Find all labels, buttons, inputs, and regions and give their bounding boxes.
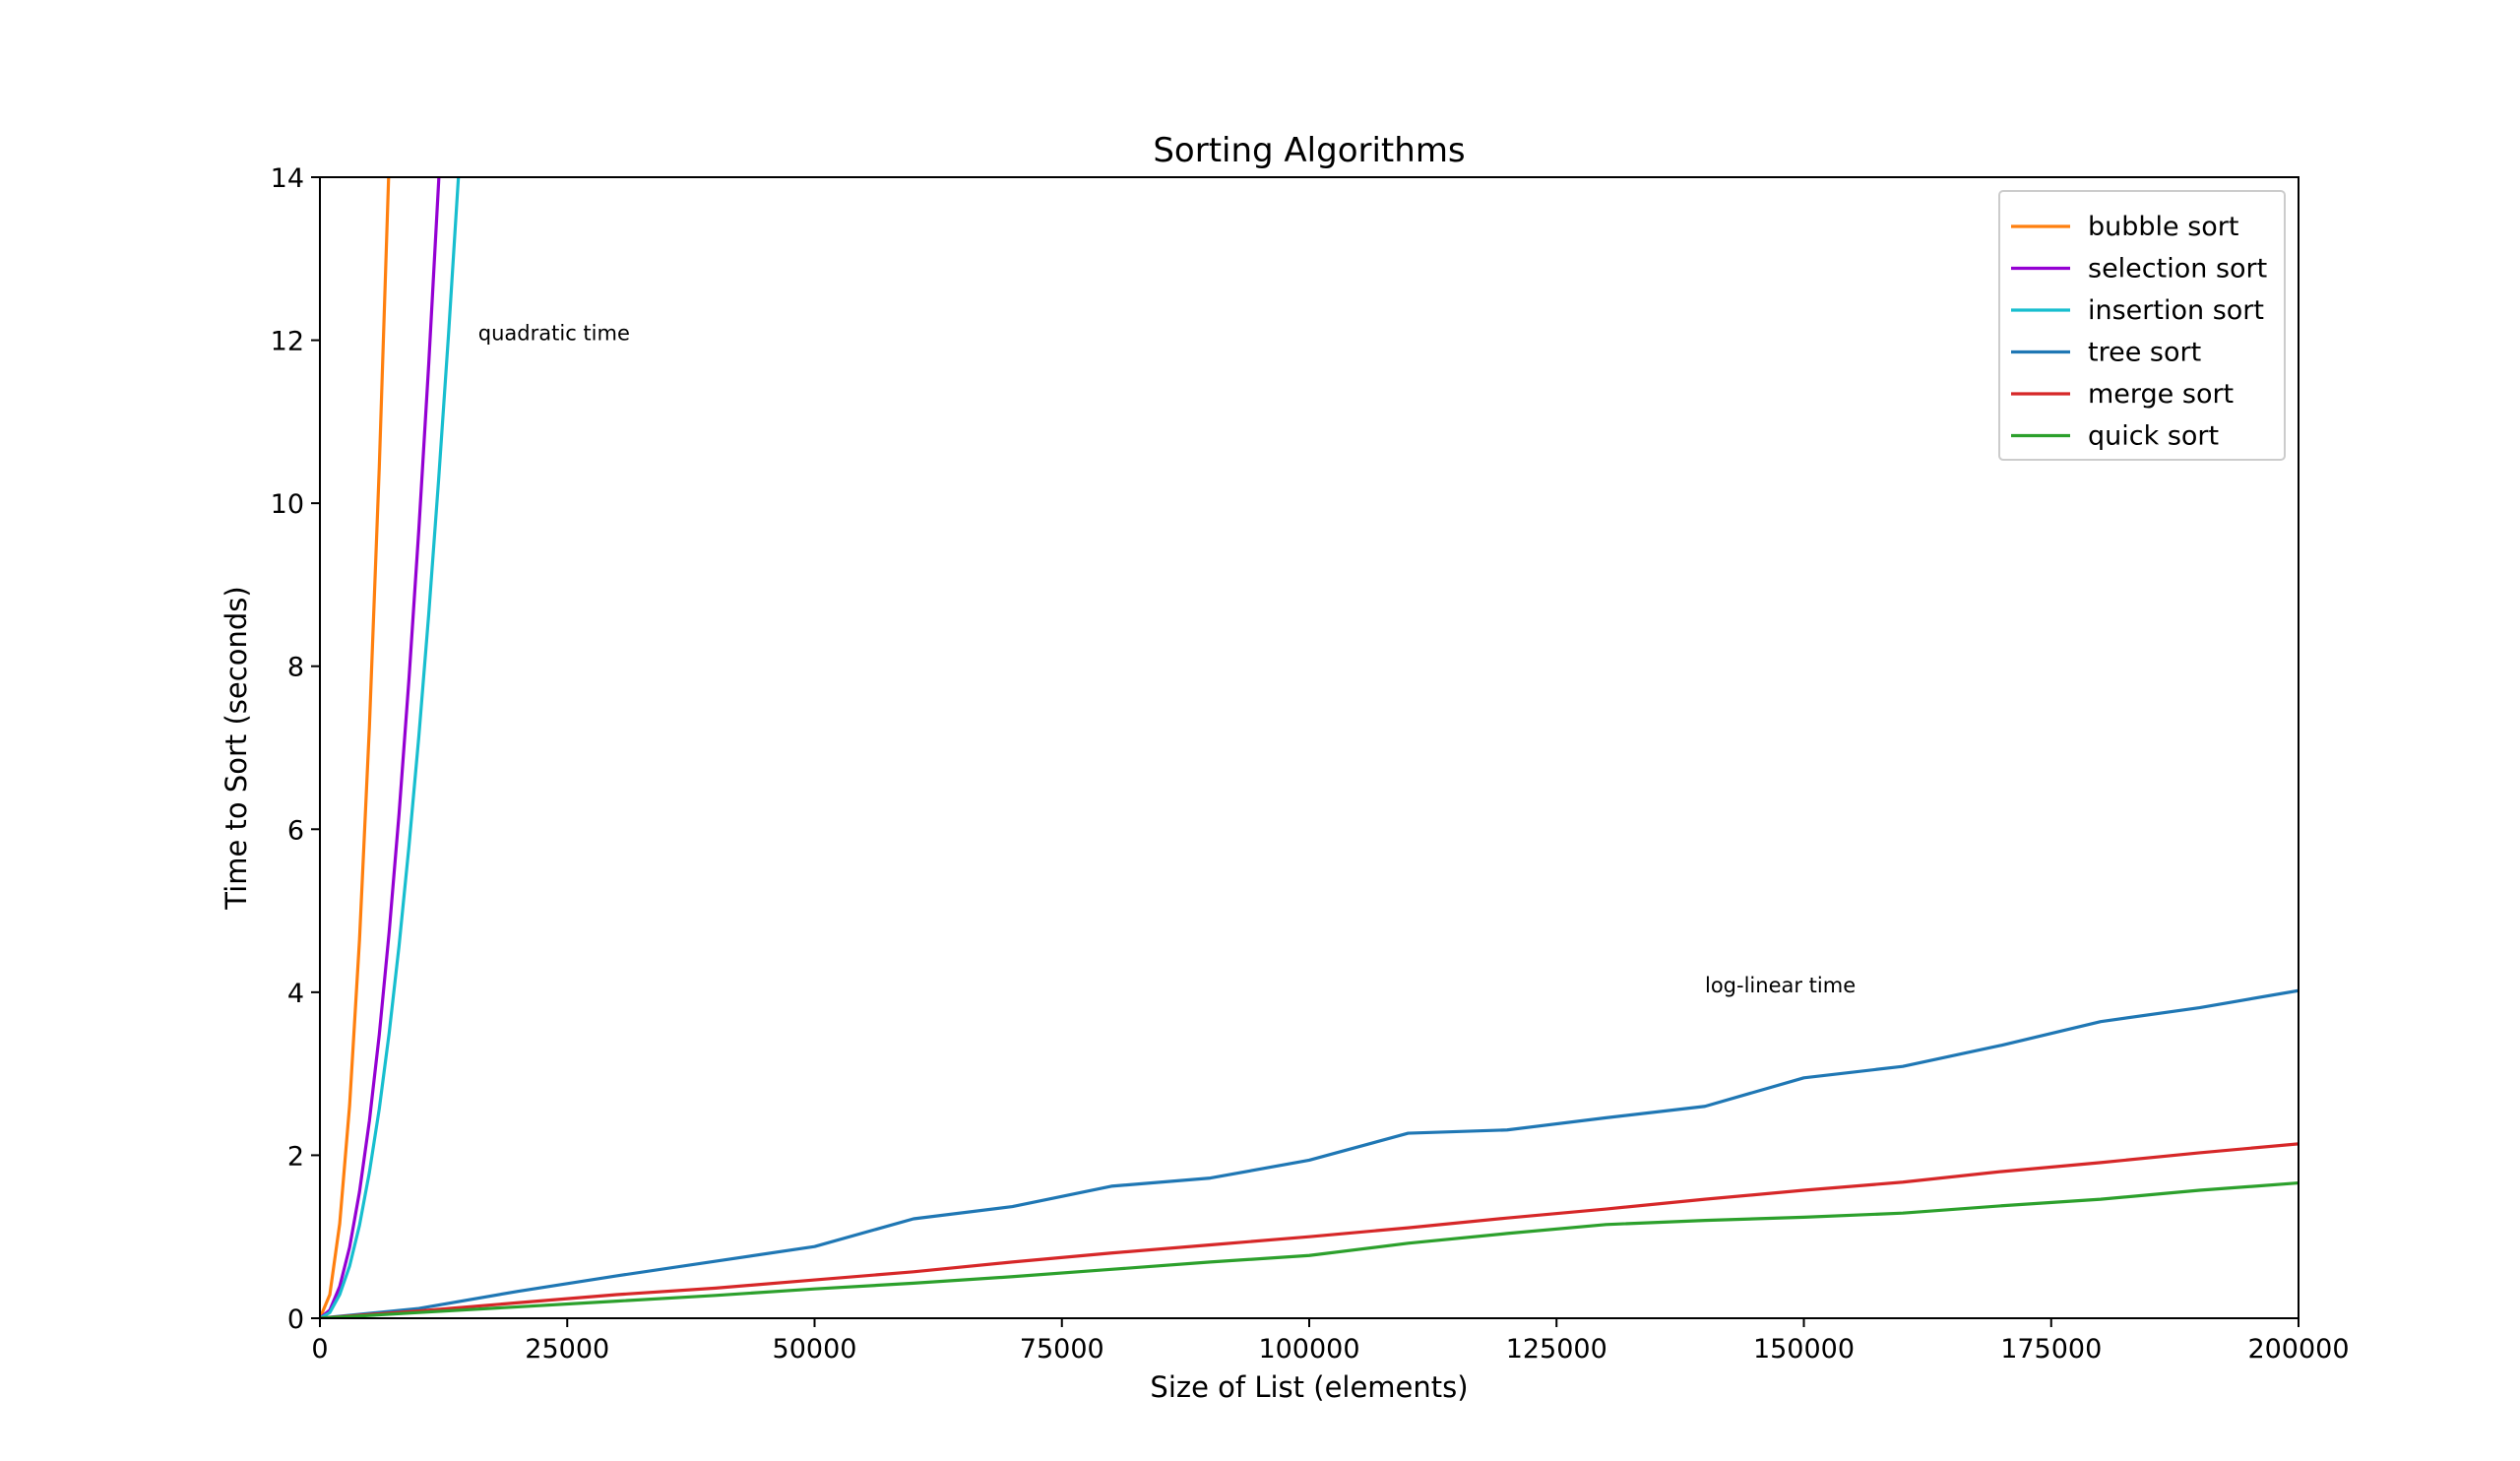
x-tick-label: 125000 — [1506, 1334, 1607, 1365]
x-tick-label: 75000 — [1020, 1334, 1104, 1365]
y-tick-label: 8 — [287, 653, 304, 683]
y-tick-label: 4 — [287, 979, 304, 1009]
y-tick-label: 12 — [271, 327, 304, 357]
y-tick-label: 10 — [271, 489, 304, 520]
legend-box — [1998, 190, 2286, 461]
legend: bubble sort selection sort insertion sort t… — [1998, 190, 2286, 461]
x-tick-label: 100000 — [1258, 1334, 1359, 1365]
x-tick-label: 50000 — [773, 1334, 857, 1365]
series-layer — [320, 177, 2299, 1318]
legend-entry-label: quick sort — [2088, 421, 2219, 452]
legend-entry-label: selection sort — [2088, 254, 2267, 285]
annotations: quadratic time log-linear time — [478, 322, 1856, 997]
legend-entry-label: tree sort — [2088, 338, 2201, 368]
x-tick-label: 25000 — [525, 1334, 609, 1365]
x-axis-title: Size of List (elements) — [1150, 1370, 1468, 1404]
x-tick-label: 200000 — [2247, 1334, 2349, 1365]
legend-entry-label: merge sort — [2088, 379, 2234, 410]
axis-ticks: 0 25000 50000 75000 100000 125000 150000 175000… — [271, 163, 2350, 1365]
x-tick-label: 150000 — [1753, 1334, 1855, 1365]
x-tick-label: 175000 — [2000, 1334, 2102, 1365]
series-line-bubble-sort — [320, 177, 391, 1318]
series-line-tree-sort — [320, 988, 2299, 1318]
chart-title: Sorting Algorithms — [1153, 131, 1465, 170]
series-line-merge-sort — [320, 1142, 2299, 1318]
x-tick-label: 0 — [311, 1334, 328, 1365]
series-line-quick-sort — [320, 1180, 2299, 1318]
y-tick-label: 14 — [271, 163, 304, 194]
y-tick-label: 2 — [287, 1141, 304, 1172]
legend-entry-label: bubble sort — [2088, 212, 2239, 242]
annotation-label: log-linear time — [1705, 974, 1856, 997]
y-tick-label: 6 — [287, 815, 304, 846]
series-line-insertion-sort — [320, 177, 461, 1318]
y-axis-title: Time to Sort (seconds) — [220, 586, 253, 910]
legend-entry-label: insertion sort — [2088, 295, 2264, 326]
y-tick-label: 0 — [287, 1304, 304, 1335]
series-line-selection-sort — [320, 177, 441, 1318]
annotation-label: quadratic time — [478, 322, 630, 346]
